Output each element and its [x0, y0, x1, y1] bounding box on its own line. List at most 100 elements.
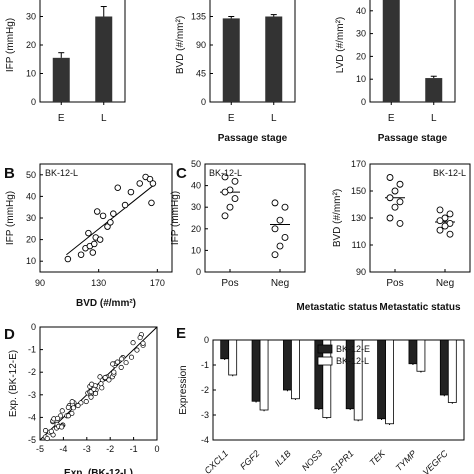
panel-d-frame: [39, 326, 158, 441]
panel-a1-y-axis-label: IFP (mmHg): [5, 18, 16, 72]
panel-e-legend-label: BK-12-E: [336, 344, 370, 354]
panel-b-y-tick-label: 50: [26, 170, 36, 180]
panel-c2-point: [441, 222, 449, 230]
panel-b-point: [96, 236, 104, 243]
panel-a2-inset-label: BK-12: [213, 0, 238, 2]
panel-b-y-axis-label: IFP (mmHg): [5, 191, 16, 245]
panel-b-point: [136, 180, 143, 187]
panel-c2-y-axis-label: BVD (#/mm²): [332, 189, 343, 247]
panel-a3-y-tick-label: 20: [356, 51, 366, 61]
panel-e-y-tick-label: -4: [201, 435, 209, 445]
panel-d-y-tick-label: -3: [28, 390, 36, 400]
panel-c1-y-tick-label: 30: [191, 202, 201, 212]
panel-e-category-label: IL1B: [273, 448, 293, 468]
panel-e-category-label: NOS3: [300, 448, 324, 472]
panel-e-bar: [283, 339, 292, 391]
panel-c2-y-tick-label: 130: [351, 213, 366, 223]
panel-a1-bar: [95, 16, 113, 102]
panel-b-x-axis-label: BVD (#/mm²): [76, 298, 136, 309]
panel-b-y-tick-label: 20: [26, 235, 36, 245]
panel-e-legend-swatch: [317, 356, 333, 366]
panel-b-x-tick-label: 130: [91, 278, 106, 288]
panel-d-point: [69, 399, 75, 405]
panel-c-x-axis-label: Metastatic status: [296, 302, 378, 313]
panel-e-bar: [228, 339, 238, 376]
panel-b-point: [114, 184, 121, 192]
panel-e-y-tick-label: -2: [201, 385, 209, 395]
panel-c2-point: [386, 214, 394, 222]
panel-c1-panel-label: C: [176, 165, 187, 182]
panel-a1-y-tick-label: 0: [31, 97, 36, 107]
panel-c2-point: [391, 187, 399, 195]
panel-a1-y-tick-label: 10: [26, 69, 36, 79]
panel-e-category-label: FGF2: [238, 448, 261, 471]
panel-a2-y-tick-label: 90: [196, 40, 206, 50]
panel-c2-point: [396, 219, 404, 227]
panel-b-point: [91, 240, 98, 248]
panel-e-category-label: TYMP: [394, 448, 419, 473]
panel-a1-x-tick-label: E: [58, 113, 65, 124]
panel-d-point: [110, 361, 116, 367]
panel-a3-frame: [369, 0, 456, 103]
panel-a1-bar: [52, 57, 70, 102]
panel-c2-y-tick-label: 150: [351, 186, 366, 196]
panel-c2-point: [446, 210, 454, 218]
panel-d-x-tick-label: -2: [106, 444, 114, 454]
panel-a3-y-tick-label: 40: [356, 6, 366, 16]
panel-e-y-tick-label: -3: [201, 410, 209, 420]
panel-d-point: [59, 408, 65, 414]
panel-d-point: [75, 403, 81, 409]
panel-d-point: [48, 428, 54, 434]
panel-a3-y-tick-label: 10: [356, 74, 366, 84]
panel-d-point: [65, 404, 71, 410]
panel-e-category-label: CXCL1: [203, 448, 231, 474]
panel-c2-y-tick-label: 170: [351, 159, 366, 169]
panel-a3-x-tick-label: L: [431, 113, 437, 124]
panel-b-point: [107, 219, 114, 226]
panel-c1-point: [271, 251, 279, 259]
panel-c1-point: [221, 212, 229, 220]
panel-d-point: [55, 415, 61, 421]
panel-a1-inset-label: BK-12: [43, 0, 68, 2]
panel-a2-y-tick-label: 45: [196, 69, 206, 79]
panel-e-y-tick-label: -1: [201, 360, 209, 370]
panel-d-y-tick-label: -2: [28, 367, 36, 377]
panel-d-point: [83, 399, 89, 405]
panel-e-bar: [408, 339, 418, 365]
panel-d-x-axis-label: Exp. (BK-12-L): [64, 468, 133, 474]
panel-d-point: [114, 359, 121, 365]
panel-d-point: [89, 381, 95, 387]
panel-d-point: [128, 354, 135, 360]
panel-c1-y-tick-label: 50: [191, 159, 201, 169]
panel-d-point: [118, 364, 124, 370]
panel-a2-y-axis-label: BVD (#/mm²): [175, 16, 186, 74]
panel-d-point: [123, 360, 129, 366]
panel-e-y-tick-label: 0: [204, 335, 209, 345]
panel-d-y-tick-label: -1: [28, 345, 36, 355]
panel-b-point: [77, 251, 85, 258]
panel-d-point: [59, 424, 65, 430]
panel-b-y-tick-label: 10: [26, 256, 36, 266]
panel-d-point: [140, 340, 146, 346]
panel-a2-bar: [222, 18, 240, 102]
panel-a2-x-axis-label: Passage stage: [218, 133, 288, 144]
panel-c2-point: [391, 203, 399, 211]
panel-b-point: [146, 175, 154, 183]
panel-b-point: [104, 223, 111, 230]
panel-d-point: [111, 369, 117, 375]
panel-e-panel-label: E: [176, 325, 186, 342]
panel-c2-point: [396, 198, 404, 206]
panel-e-frame: [212, 339, 465, 441]
panel-a3-inset-label: BK-12: [373, 0, 398, 2]
panel-a2-x-tick-label: E: [228, 113, 235, 124]
panel-a1-y-tick-label: 20: [26, 40, 36, 50]
panel-e-bar: [220, 339, 230, 360]
panel-a2-x-tick-label: L: [271, 113, 277, 124]
panel-b-point: [110, 210, 117, 217]
panel-c1-y-tick-label: 10: [191, 245, 201, 255]
panel-a3-y-tick-label: 30: [356, 29, 366, 39]
panel-c2-x-axis-label: Metastatic status: [379, 302, 461, 313]
panel-d-point: [134, 347, 140, 353]
panel-c1-point: [221, 188, 229, 196]
